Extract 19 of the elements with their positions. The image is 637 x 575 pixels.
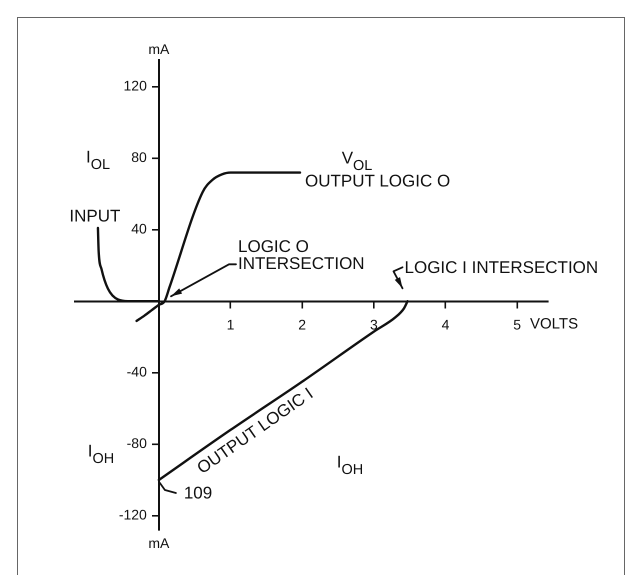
x-tick-label: 1 — [226, 316, 235, 333]
y-tick-label: -40 — [126, 364, 148, 380]
y-tick-label: -120 — [118, 506, 148, 523]
x-axis-title: VOLTS — [530, 315, 578, 332]
annotation: LOGIC I INTERSECTION — [404, 258, 598, 277]
y-tick-label: 120 — [123, 78, 148, 94]
annotation: 109 — [184, 484, 212, 503]
x-tick-label: 4 — [442, 316, 450, 333]
y-tick-label: 80 — [131, 149, 148, 166]
y-tick-label: 40 — [131, 220, 148, 237]
y-axis-title: mA — [148, 40, 170, 57]
x-tick-label: 5 — [513, 316, 522, 333]
x-tick-label: 3 — [370, 316, 378, 333]
text: mA — [148, 534, 170, 551]
y-tick-label: -80 — [126, 435, 148, 452]
x-tick-label: 2 — [298, 316, 306, 333]
series-label: INPUT — [69, 206, 120, 226]
series-label: OUTPUT LOGIC O — [305, 171, 450, 190]
annotation: LOGIC O INTERSECTION — [238, 236, 365, 273]
